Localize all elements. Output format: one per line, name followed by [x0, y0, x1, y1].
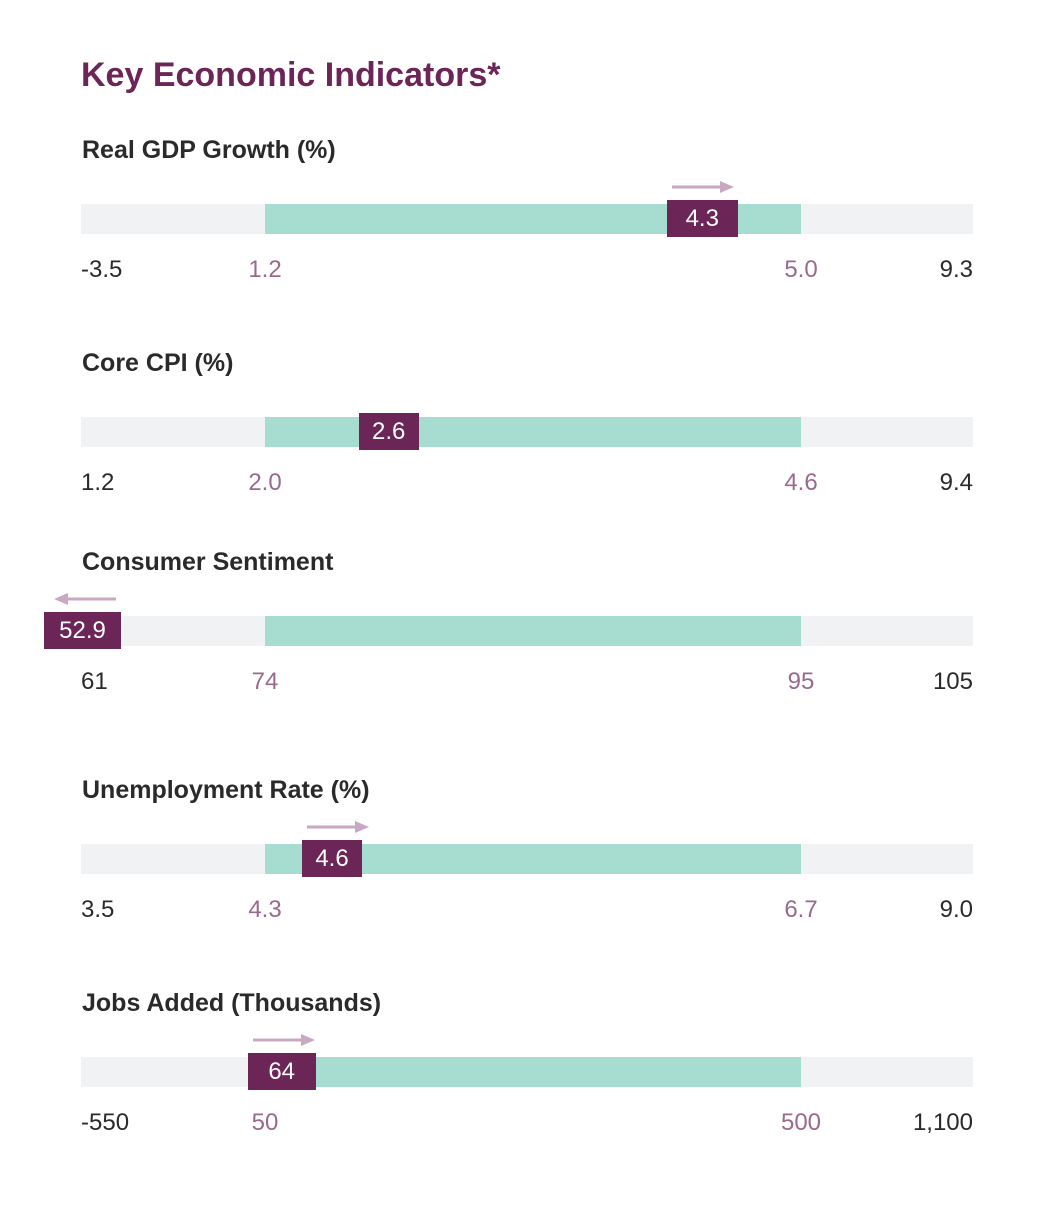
- band-low-tick: 50: [251, 1109, 279, 1136]
- band-low-tick: 4.3: [248, 896, 282, 923]
- axis-min-tick: -550: [81, 1109, 130, 1136]
- arrow-left-icon: [54, 593, 116, 605]
- indicator-chart: Core CPI (%) 1.2 2.0 4.6 9.4 2.6: [0, 349, 1051, 549]
- axis-max-tick: 9.4: [939, 469, 973, 496]
- axis-min-tick: 61: [81, 668, 108, 695]
- normal-range-band: [265, 616, 801, 646]
- current-value-marker: 4.3: [666, 200, 738, 237]
- indicator-chart: Real GDP Growth (%) -3.5 1.2 5.0 9.3 4.3: [0, 136, 1051, 336]
- band-high-tick: 95: [787, 668, 815, 695]
- indicator-title: Unemployment Rate (%): [82, 776, 370, 804]
- axis-min-tick: -3.5: [81, 256, 123, 283]
- indicator-title: Real GDP Growth (%): [82, 136, 336, 164]
- current-value-marker: 4.6: [302, 840, 362, 877]
- current-value-marker: 52.9: [44, 612, 121, 649]
- arrow-right-icon: [252, 1034, 315, 1046]
- band-low-tick: 74: [251, 668, 279, 695]
- axis-min-tick: 1.2: [81, 469, 115, 496]
- band-high-tick: 4.6: [784, 469, 818, 496]
- axis-max-tick: 1,100: [912, 1109, 973, 1136]
- arrow-right-icon: [671, 181, 734, 193]
- axis-min-tick: 3.5: [81, 896, 115, 923]
- axis-max-tick: 9.0: [939, 896, 973, 923]
- current-value-marker: 2.6: [358, 413, 419, 450]
- normal-range-band: [265, 1057, 801, 1087]
- page-title: Key Economic Indicators*: [81, 56, 501, 94]
- axis-max-tick: 105: [932, 668, 973, 695]
- axis-max-tick: 9.3: [939, 256, 973, 283]
- indicator-title: Core CPI (%): [82, 349, 234, 377]
- normal-range-band: [265, 417, 801, 447]
- indicator-chart: Jobs Added (Thousands) -550 50 500 1,100 64: [0, 989, 1051, 1189]
- indicator-title: Consumer Sentiment: [82, 548, 334, 576]
- arrow-right-icon: [307, 821, 369, 833]
- indicator-title: Jobs Added (Thousands): [82, 989, 382, 1017]
- current-value-marker: 64: [247, 1053, 316, 1090]
- band-high-tick: 500: [780, 1109, 822, 1136]
- band-low-tick: 1.2: [248, 256, 282, 283]
- indicator-chart: Consumer Sentiment 61 74 95 105 52.9: [0, 548, 1051, 748]
- band-high-tick: 6.7: [784, 896, 818, 923]
- indicator-chart: Unemployment Rate (%) 3.5 4.3 6.7 9.0 4.6: [0, 776, 1051, 976]
- band-high-tick: 5.0: [784, 256, 818, 283]
- band-low-tick: 2.0: [248, 469, 282, 496]
